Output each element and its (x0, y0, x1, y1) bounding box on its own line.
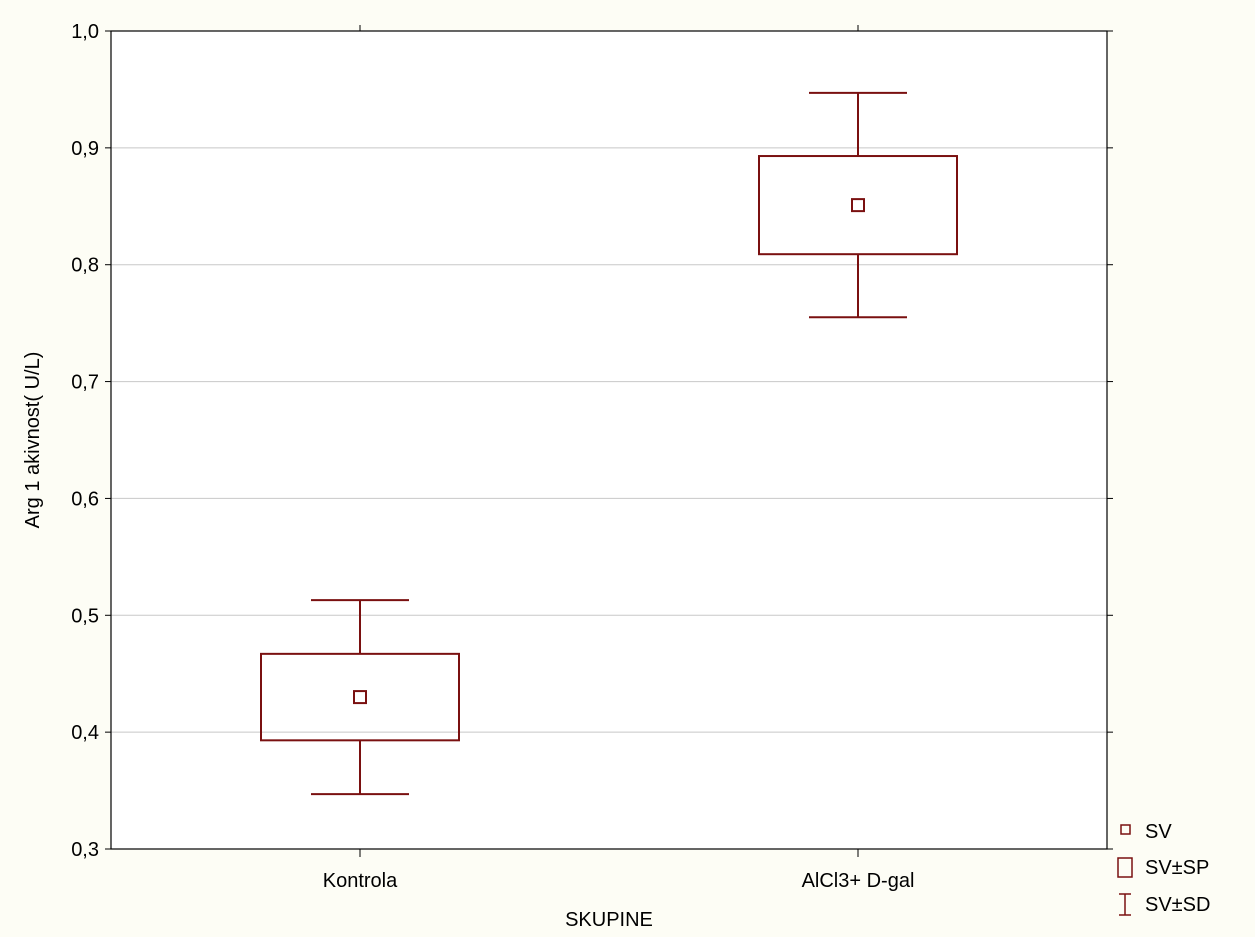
y-tick-label: 0,8 (71, 255, 99, 277)
y-tick-label: 0,4 (71, 722, 99, 744)
legend-point-marker (1120, 824, 1131, 835)
y-tick-label: 0,5 (71, 605, 99, 627)
legend-box-marker (1117, 857, 1133, 878)
plot-area (111, 31, 1107, 849)
y-axis: 0,3 0,4 0,5 0,6 0,7 0,8 0,9 1,0 (71, 21, 1113, 861)
y-axis-label: Arg 1 akivnost( U/L) (22, 352, 44, 529)
mean-marker (353, 690, 367, 705)
x-tick-label: AlCl3+ D-gal (802, 870, 915, 892)
sp-box (260, 652, 460, 742)
y-tick-label: 0,9 (71, 138, 99, 160)
x-axis: Kontrola AlCl3+ D-gal (323, 25, 915, 892)
y-tick-label: 0,3 (71, 839, 99, 861)
sp-box (758, 155, 958, 256)
x-axis-label: SKUPINE (565, 909, 653, 931)
group-0 (260, 599, 460, 796)
legend-label: SV±SD (1145, 894, 1210, 916)
grid-lines (111, 147, 1107, 733)
legend-label: SV±SP (1145, 857, 1209, 879)
y-tick-label: 1,0 (71, 21, 99, 43)
x-tick-label: Kontrola (323, 870, 398, 892)
mean-marker (851, 198, 865, 213)
y-tick-label: 0,7 (71, 372, 99, 394)
data-groups (260, 91, 958, 796)
group-1 (758, 91, 958, 319)
plot-frame (110, 30, 1108, 850)
legend-label: SV (1145, 821, 1172, 843)
y-tick-label: 0,6 (71, 488, 99, 510)
legend: SV SV±SP SV±SD (1117, 821, 1210, 916)
